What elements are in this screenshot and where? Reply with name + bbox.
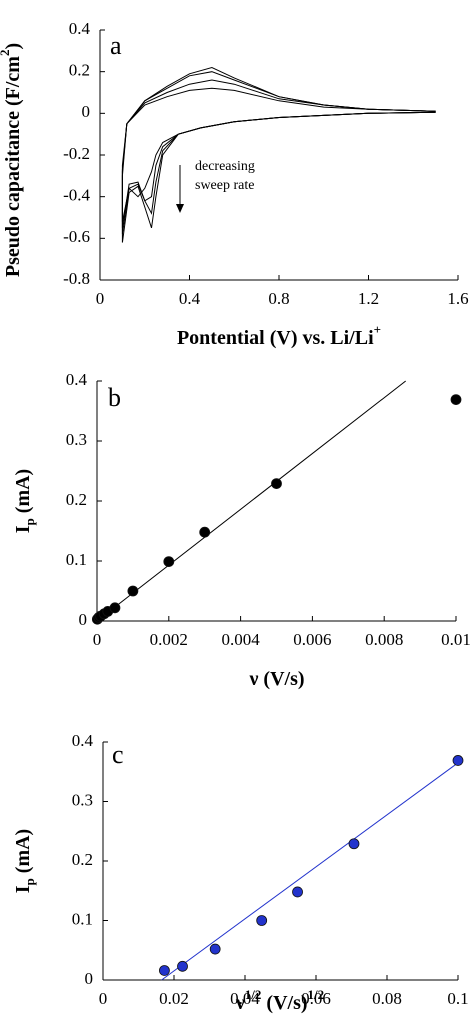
annotation: sweep rate: [195, 178, 254, 193]
y-label-sub: p: [22, 518, 37, 525]
x-axis-label: ν1/2 (V/s)1/2: [235, 987, 324, 1013]
data-point: [109, 602, 121, 614]
data-point: [127, 585, 139, 597]
y-tick-label: -0.2: [63, 144, 90, 163]
data-point: [209, 943, 221, 955]
x-tick-label: 0.008: [365, 630, 403, 649]
x-label-sup: +: [374, 322, 381, 337]
x-label-part: (V/s): [261, 992, 307, 1014]
arrow-head: [176, 204, 184, 213]
cv-curve: [121, 79, 436, 228]
x-label-sup: 1/2: [245, 987, 262, 1002]
y-tick-label: 0: [85, 969, 94, 988]
y-label-part: I: [12, 525, 34, 533]
x-tick-label: 0.4: [179, 289, 201, 308]
y-tick-label: 0: [82, 102, 91, 121]
annotation: decreasing: [195, 159, 255, 174]
data-point: [177, 960, 188, 972]
x-tick-label: 1.6: [447, 289, 468, 308]
y-tick-label: 0.4: [69, 19, 91, 38]
x-tick-label: 1.2: [358, 289, 379, 308]
x-tick-label: 0.8: [268, 289, 289, 308]
y-axis-label: Ip (mA): [12, 469, 38, 533]
x-tick-label: 0: [99, 989, 108, 1008]
data-point: [292, 886, 303, 898]
y-tick-label: 0.2: [69, 61, 90, 80]
x-tick-label: 0.08: [372, 989, 402, 1008]
y-tick-label: 0.4: [66, 370, 88, 389]
x-tick-label: 0.06: [301, 989, 331, 1008]
data-point: [199, 526, 211, 538]
x-tick-label: 0.002: [150, 630, 188, 649]
x-label-sup: 1/2: [308, 987, 325, 1002]
x-axis-label: Pontential (V) vs. Li/Li+: [177, 322, 381, 348]
x-tick-label: 0: [93, 630, 102, 649]
y-tick-label: 0.3: [66, 430, 87, 449]
x-axis-label: ν (V/s): [248, 668, 304, 690]
data-point: [271, 478, 282, 490]
x-label-part: Pontential (V) vs. Li/Li: [177, 327, 374, 349]
y-tick-label: -0.6: [63, 227, 90, 246]
x-tick-label: 0.04: [230, 989, 260, 1008]
x-label-part: ν: [235, 992, 245, 1014]
data-point: [163, 556, 175, 567]
y-tick-label: 0.3: [72, 790, 93, 809]
y-label-part: ): [2, 43, 24, 50]
cv-curve: [121, 66, 436, 243]
x-tick-label: 0.02: [159, 989, 189, 1008]
data-point: [256, 915, 268, 926]
x-tick-label: 0.004: [221, 630, 260, 649]
x-tick-label: 0.01: [441, 630, 471, 649]
data-point: [348, 838, 360, 850]
y-axis-label: Ip (mA): [12, 829, 38, 893]
y-tick-label: 0.4: [72, 731, 94, 750]
y-tick-label: 0.2: [72, 850, 93, 869]
x-tick-label: 0.1: [447, 989, 468, 1008]
y-tick-label: 0: [79, 610, 88, 629]
x-tick-label: 0: [96, 289, 105, 308]
fit-line: [96, 380, 407, 622]
panel-label: a: [110, 31, 122, 60]
y-label-sub: p: [22, 878, 37, 885]
data-point: [159, 965, 170, 976]
y-axis-label: Pseudo capacitance (F/cm2): [0, 43, 24, 277]
data-point: [452, 755, 464, 766]
x-label-part: ν (V/s): [248, 668, 304, 690]
y-label-part: Pseudo capacitance (F/cm: [2, 56, 24, 277]
y-label-part: I: [12, 885, 34, 893]
y-tick-label: -0.4: [63, 186, 90, 205]
y-tick-label: 0.1: [66, 550, 87, 569]
fit-line: [161, 762, 459, 981]
y-label-part: (mA): [12, 829, 34, 878]
cv-curve: [121, 87, 436, 222]
x-tick-label: 0.006: [293, 630, 331, 649]
y-tick-label: 0.1: [72, 909, 93, 928]
panel-label: c: [112, 740, 124, 769]
y-label-part: (mA): [12, 469, 34, 518]
data-point: [450, 394, 462, 406]
y-label-sup: 2: [0, 50, 12, 57]
y-tick-label: 0.2: [66, 490, 87, 509]
y-tick-label: -0.8: [63, 269, 90, 288]
panel-label: b: [108, 383, 121, 412]
